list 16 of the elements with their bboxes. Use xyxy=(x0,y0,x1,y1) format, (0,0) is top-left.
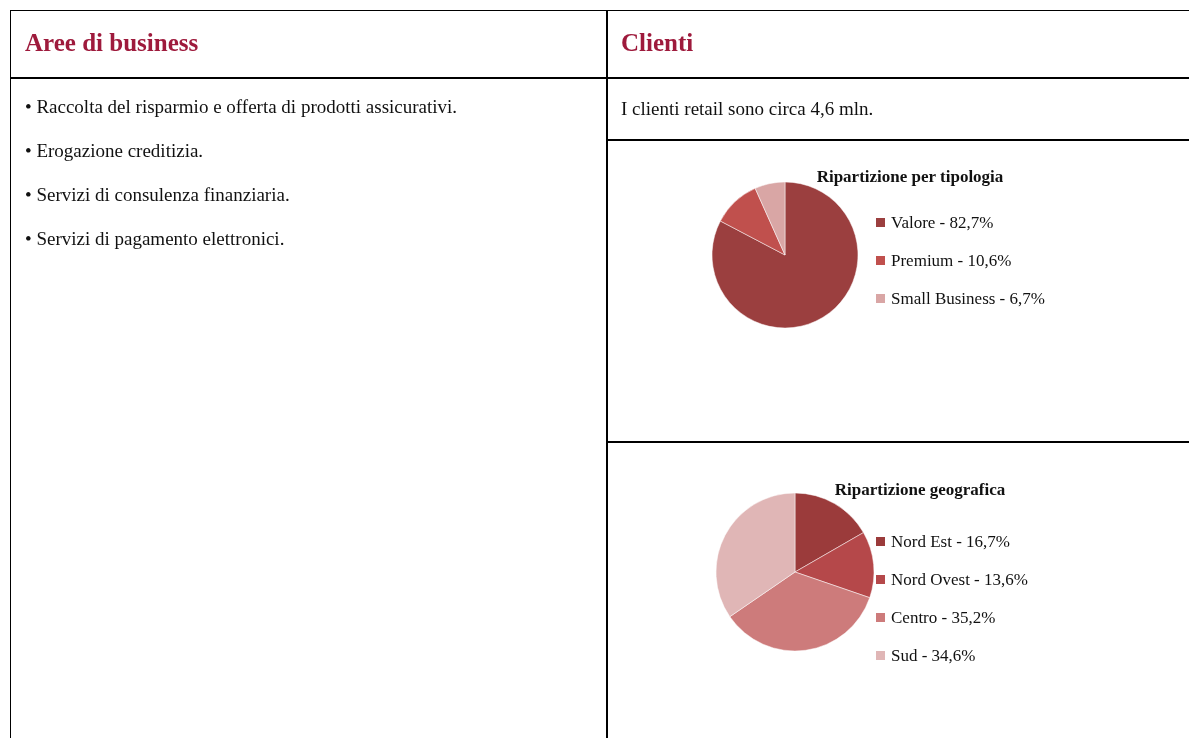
legend-label: Premium - 10,6% xyxy=(891,251,1012,270)
text: • Raccolta del risparmio e offerta di prodotti assicurativi. xyxy=(25,96,459,118)
chart-title: Ripartizione geografica xyxy=(834,480,1006,499)
text: Aree di business xyxy=(10,10,608,79)
legend-label: Centro - 35,2% xyxy=(891,608,996,627)
chart-title: Ripartizione per tipologia xyxy=(816,167,1004,186)
legend-label: Nord Ovest - 13,6% xyxy=(891,570,1028,589)
legend-label: Sud - 34,6% xyxy=(891,646,976,665)
text: • Servizi di consulenza finanziaria. xyxy=(25,184,291,206)
text: I clienti retail sono circa 4,6 mln. xyxy=(621,98,875,120)
legend-label: Small Business - 6,7% xyxy=(891,289,1045,308)
legend-label: Nord Est - 16,7% xyxy=(891,532,1010,551)
text: • Erogazione creditizia. xyxy=(25,140,205,162)
legend-label: Valore - 82,7% xyxy=(891,213,994,232)
text: • Servizi di pagamento elettronici. xyxy=(25,228,286,250)
text: Clienti xyxy=(606,10,1189,79)
